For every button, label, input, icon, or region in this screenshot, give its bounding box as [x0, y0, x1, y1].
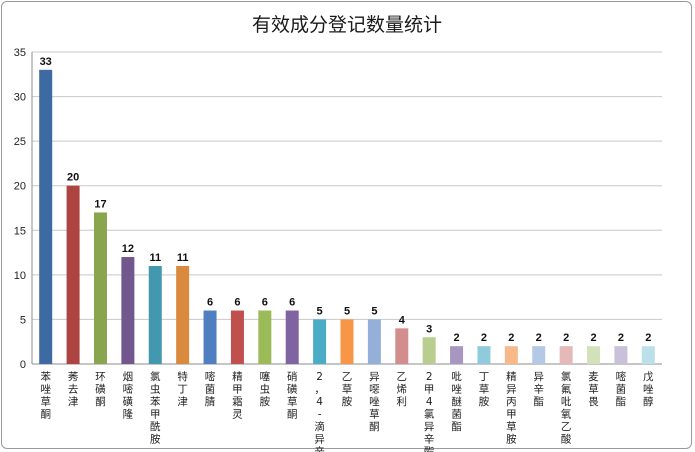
chart-title: 有效成分登记数量统计 — [252, 14, 442, 36]
data-label: 6 — [289, 297, 295, 309]
data-label: 33 — [40, 56, 52, 68]
category-label: 乙草胺 — [342, 371, 353, 408]
bar — [313, 319, 327, 364]
category-label: 噻虫胺 — [260, 370, 271, 408]
data-label: 2 — [618, 332, 624, 344]
data-label: 20 — [67, 172, 79, 184]
data-label: 5 — [317, 305, 323, 317]
category-label: 乙烯利 — [397, 371, 408, 408]
data-label: 5 — [371, 305, 377, 317]
bars — [39, 69, 655, 364]
data-label: 5 — [344, 305, 350, 317]
bar — [176, 265, 190, 364]
category-label: 硝磺草酮 — [287, 370, 298, 421]
data-label: 4 — [399, 314, 406, 326]
category-label: 吡唑醚菌酯 — [451, 371, 462, 433]
bar — [121, 257, 135, 364]
category-label: 嘧菌腈 — [205, 370, 216, 408]
y-axis: 0 5 10 15 20 25 30 35 — [14, 47, 33, 371]
category-label: 丁草胺 — [479, 371, 490, 408]
category-label: 麦草畏 — [588, 371, 599, 408]
bar — [39, 69, 53, 364]
data-label: 2 — [481, 332, 487, 344]
gridlines — [32, 51, 662, 365]
bar — [93, 212, 107, 364]
bar — [559, 346, 573, 364]
category-label: 嘧菌酯 — [616, 370, 627, 408]
data-label: 17 — [94, 198, 106, 210]
category-label: 特丁津 — [177, 371, 188, 408]
y-tick-label: 20 — [14, 181, 26, 193]
bar — [504, 346, 518, 364]
y-tick-label: 10 — [14, 270, 26, 282]
data-label: 11 — [149, 252, 161, 264]
bar — [477, 346, 491, 364]
data-label: 2 — [645, 332, 651, 344]
data-label: 2 — [590, 332, 596, 344]
data-label: 2 — [536, 332, 542, 344]
data-label: 12 — [122, 243, 134, 255]
data-label: 2 — [454, 332, 460, 344]
y-tick-label: 25 — [14, 136, 26, 148]
data-label: 3 — [426, 323, 432, 335]
bar — [66, 185, 80, 364]
bar — [641, 346, 655, 364]
category-label: 异辛酯 — [533, 371, 544, 408]
category-label: 2 甲 4 氯异辛酯 — [424, 371, 435, 452]
bar — [532, 346, 546, 364]
bar — [367, 319, 381, 364]
data-label: 6 — [262, 297, 268, 309]
category-label: 精异丙甲草胺 — [506, 370, 517, 446]
category-labels: 苯唑草酮 莠去津 环磺酮 烟嘧磺隆 氯虫苯甲酰胺 特丁津 嘧菌腈 精甲霜灵 噻虫胺 硝磺草酮 2， 4… — [40, 370, 654, 452]
category-label: 苯唑草酮 — [40, 370, 51, 421]
data-label: 2 — [563, 332, 569, 344]
bar — [587, 346, 601, 364]
y-tick-label: 35 — [14, 47, 26, 59]
data-labels: 33 20 17 12 11 11 6 6 6 6 5 5 5 4 3 2 2 2 2 2 2 2 2 — [40, 56, 652, 344]
y-tick-label: 0 — [20, 359, 26, 371]
bar — [422, 337, 436, 364]
category-label: 精甲霜灵 — [232, 370, 243, 421]
bar — [148, 265, 162, 364]
bar — [340, 319, 354, 364]
bar — [450, 346, 464, 364]
data-label: 6 — [234, 297, 240, 309]
category-label: 2，4-滴异辛酯 — [314, 371, 325, 452]
bar — [230, 310, 244, 364]
category-label: 环磺酮 — [95, 371, 106, 408]
bar — [614, 346, 628, 364]
category-label: 氯氟吡氧乙酸 — [561, 370, 572, 446]
y-tick-label: 5 — [20, 314, 26, 326]
y-tick-label: 15 — [14, 225, 26, 237]
category-label: 异噁唑草酮 — [369, 371, 380, 433]
category-label: 莠去津 — [68, 371, 79, 408]
data-label: 6 — [207, 297, 213, 309]
category-label: 烟嘧磺隆 — [123, 370, 134, 421]
data-label: 2 — [508, 332, 514, 344]
bar — [203, 310, 217, 364]
bar — [285, 310, 299, 364]
bar — [395, 328, 409, 364]
category-label: 氯虫苯甲酰胺 — [150, 370, 161, 446]
bar — [258, 310, 272, 364]
category-label: 戊唑醇 — [643, 371, 654, 408]
data-label: 11 — [177, 252, 189, 264]
y-tick-label: 30 — [14, 92, 26, 104]
